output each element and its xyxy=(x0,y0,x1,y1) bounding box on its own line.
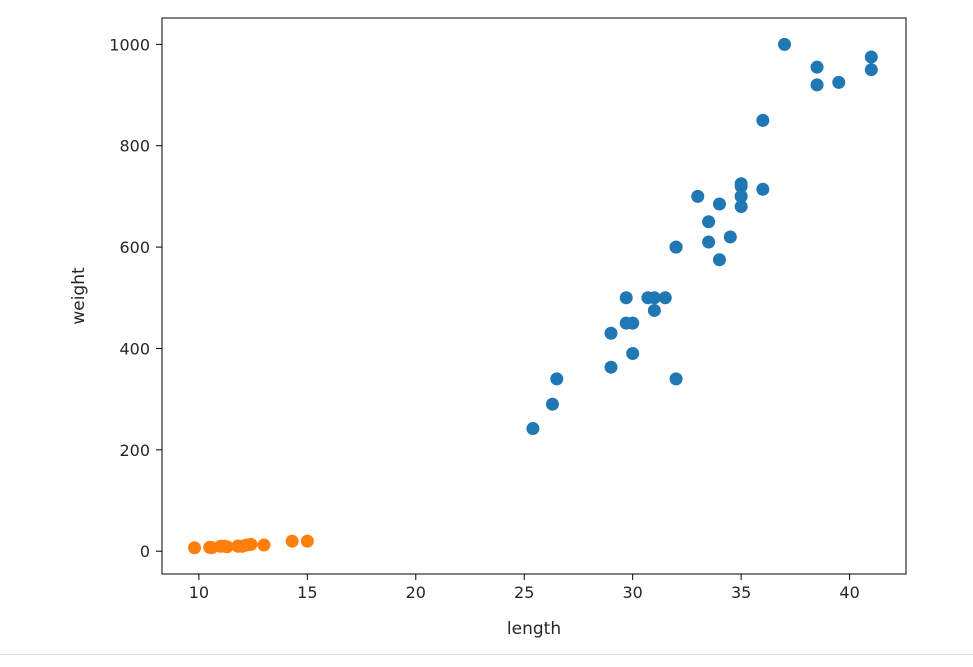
data-point-series-1 xyxy=(550,372,564,386)
x-axis-label: length xyxy=(507,619,561,639)
data-point-series-1 xyxy=(734,189,748,203)
y-tick-label: 1000 xyxy=(109,35,150,54)
y-tick-label: 400 xyxy=(119,339,150,358)
data-point-series-1 xyxy=(702,235,716,249)
plot-frame xyxy=(161,17,907,575)
x-tick-label: 10 xyxy=(189,583,209,602)
data-point-series-1 xyxy=(619,291,633,305)
data-point-series-1 xyxy=(734,200,748,214)
data-point-series-1 xyxy=(691,189,705,203)
data-point-series-1 xyxy=(669,240,683,254)
data-point-series-1 xyxy=(604,326,618,340)
data-point-series-1 xyxy=(658,291,672,305)
data-point-series-1 xyxy=(832,75,846,89)
data-point-series-1 xyxy=(723,230,737,244)
data-point-series-1 xyxy=(778,37,792,51)
data-point-series-1 xyxy=(756,182,770,196)
data-point-series-1 xyxy=(712,197,726,211)
x-tick-label: 40 xyxy=(839,583,859,602)
data-point-series-1 xyxy=(545,397,559,411)
y-tick-label: 600 xyxy=(119,238,150,257)
y-axis-label: weight xyxy=(69,267,89,325)
x-tick-label: 15 xyxy=(297,583,317,602)
data-point-series-1 xyxy=(626,347,640,361)
data-point-series-1 xyxy=(647,291,661,305)
data-point-series-1 xyxy=(604,360,618,374)
bottom-toolbar-edge xyxy=(0,654,973,667)
data-point-series-2 xyxy=(220,540,234,554)
y-tick-label: 0 xyxy=(140,542,150,561)
data-point-series-1 xyxy=(669,372,683,386)
data-point-series-1 xyxy=(756,113,770,127)
data-point-series-1 xyxy=(626,316,640,330)
data-point-series-1 xyxy=(810,60,824,74)
data-point-series-2 xyxy=(300,534,314,548)
data-points xyxy=(188,37,878,555)
x-tick-label: 35 xyxy=(731,583,751,602)
x-tick-label: 20 xyxy=(406,583,426,602)
data-point-series-1 xyxy=(526,422,540,436)
data-point-series-1 xyxy=(734,179,748,193)
x-tick-label: 25 xyxy=(514,583,534,602)
data-point-series-1 xyxy=(864,50,878,64)
data-point-series-2 xyxy=(285,534,299,548)
data-point-series-2 xyxy=(244,537,258,551)
data-point-series-2 xyxy=(188,541,202,555)
data-point-series-1 xyxy=(810,78,824,92)
data-point-series-2 xyxy=(257,538,271,552)
y-tick-label: 800 xyxy=(119,137,150,156)
data-point-series-1 xyxy=(712,253,726,267)
y-tick-label: 200 xyxy=(119,441,150,460)
data-point-series-1 xyxy=(864,63,878,77)
x-tick-label: 30 xyxy=(623,583,643,602)
data-point-series-1 xyxy=(647,303,661,317)
data-point-series-1 xyxy=(702,215,716,229)
